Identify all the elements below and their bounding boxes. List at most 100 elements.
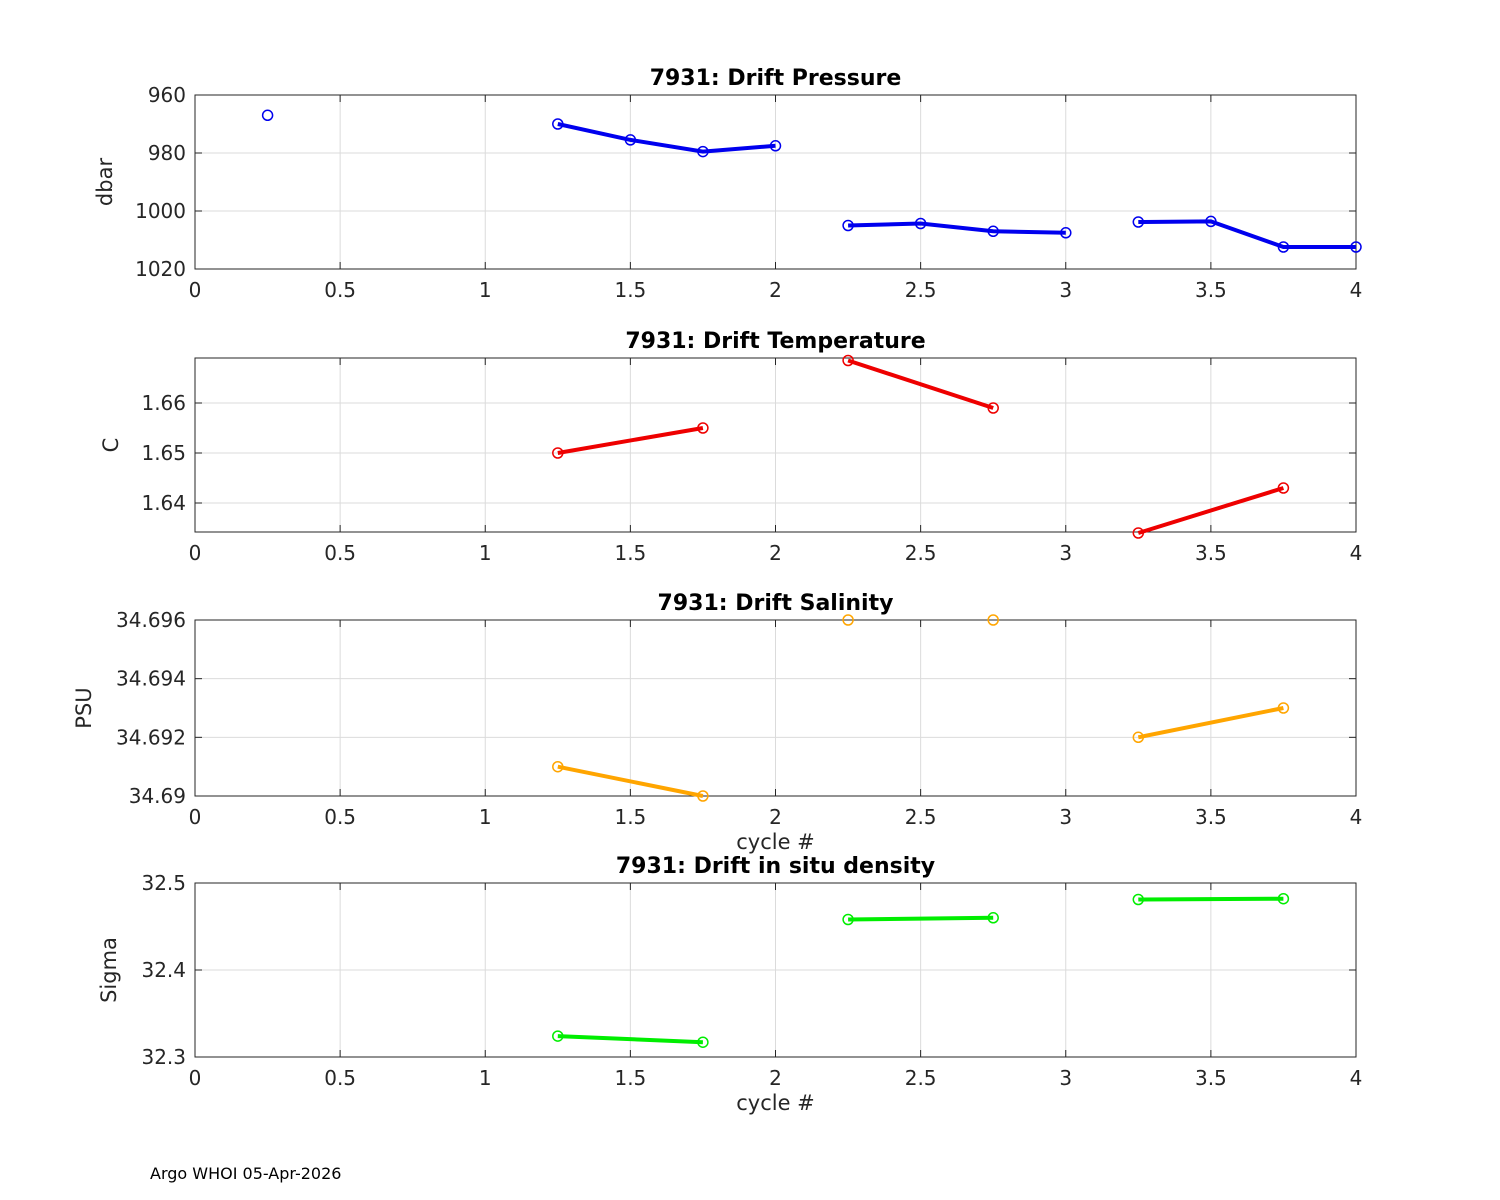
data-point-marker xyxy=(1132,216,1145,228)
pressure-xtick-label: 3.5 xyxy=(1195,278,1227,302)
density-xtick-label: 4 xyxy=(1350,1066,1363,1090)
pressure-series-line xyxy=(848,221,1066,235)
pressure-xtick-label: 2.5 xyxy=(905,278,937,302)
salinity-series-line xyxy=(1137,706,1284,740)
data-point-marker xyxy=(842,354,854,367)
data-point-marker xyxy=(769,140,782,152)
pressure-xtick-label: 4 xyxy=(1350,278,1363,302)
salinity-xtick-label: 2 xyxy=(769,805,782,829)
temperature-series-line xyxy=(1137,486,1284,535)
pressure-title: 7931: Drift Pressure xyxy=(650,66,902,91)
data-point-marker xyxy=(697,422,709,434)
salinity-xlabel: cycle # xyxy=(736,830,815,854)
salinity-ytick-label: 34.692 xyxy=(116,725,186,749)
temperature-xtick-label: 1 xyxy=(479,541,492,565)
grid xyxy=(195,620,1356,796)
data-point-marker xyxy=(552,447,564,459)
watermark-text: Argo WHOI 05-Apr-2026 xyxy=(150,1164,342,1183)
pressure-ytick-label: 1000 xyxy=(135,199,186,223)
temperature-xtick-label: 2.5 xyxy=(905,541,937,565)
pressure-xtick-label: 2 xyxy=(769,278,782,302)
density-ytick-label: 32.5 xyxy=(141,871,186,895)
data-point-marker xyxy=(261,109,274,122)
pressure-ytick-label: 1020 xyxy=(135,257,186,281)
density-xtick-label: 1.5 xyxy=(614,1066,646,1090)
data-point-marker xyxy=(987,614,999,626)
salinity-xtick-label: 3 xyxy=(1059,805,1072,829)
pressure-ytick-label: 980 xyxy=(148,141,186,165)
pressure-xtick-label: 0.5 xyxy=(324,278,356,302)
temperature-xtick-label: 3 xyxy=(1059,541,1072,565)
density-ytick-label: 32.4 xyxy=(141,958,186,982)
data-point-marker xyxy=(697,790,709,802)
density-series-line xyxy=(1138,896,1284,902)
data-point-marker xyxy=(624,134,637,146)
subplot-density: 7931: Drift in situ density32.532.432.30… xyxy=(97,854,1362,1115)
salinity-ytick-label: 34.696 xyxy=(116,608,186,632)
data-point-marker xyxy=(1277,892,1290,905)
density-xlabel: cycle # xyxy=(736,1091,815,1115)
data-point-marker xyxy=(697,1036,709,1048)
density-xtick-label: 3 xyxy=(1059,1066,1072,1090)
data-point-marker xyxy=(1132,893,1145,906)
density-xtick-label: 2 xyxy=(769,1066,782,1090)
density-series-line xyxy=(848,915,994,922)
pressure-series-line xyxy=(557,122,776,154)
data-point-marker xyxy=(697,145,709,158)
density-xtick-label: 1 xyxy=(479,1066,492,1090)
salinity-xtick-label: 4 xyxy=(1350,805,1363,829)
density-xtick-label: 3.5 xyxy=(1195,1066,1227,1090)
density-ytick-label: 32.3 xyxy=(141,1045,186,1069)
pressure-ytick-label: 960 xyxy=(148,83,186,107)
salinity-title: 7931: Drift Salinity xyxy=(658,591,894,616)
temperature-xtick-label: 0 xyxy=(189,541,202,565)
data-point-marker xyxy=(1132,731,1145,744)
data-point-marker xyxy=(1132,527,1145,539)
density-title: 7931: Drift in situ density xyxy=(616,854,935,879)
salinity-ytick-label: 34.694 xyxy=(116,667,186,691)
density-xtick-label: 0 xyxy=(189,1066,202,1090)
data-point-marker xyxy=(842,219,854,232)
data-point-marker xyxy=(1205,215,1217,228)
data-point-marker xyxy=(1277,482,1290,494)
temperature-ylabel: C xyxy=(99,438,123,453)
data-point-marker xyxy=(552,118,564,130)
temperature-xtick-label: 2 xyxy=(769,541,782,565)
pressure-series-line xyxy=(1138,219,1356,249)
axis-ticks xyxy=(194,882,1357,1058)
data-point-marker xyxy=(842,913,854,926)
grid xyxy=(195,883,1356,1057)
temperature-series-line xyxy=(557,426,704,455)
temperature-ytick-label: 1.64 xyxy=(141,491,186,515)
data-point-marker xyxy=(987,912,999,924)
temperature-ytick-label: 1.66 xyxy=(141,391,186,415)
data-point-marker xyxy=(1277,241,1290,253)
temperature-xtick-label: 3.5 xyxy=(1195,541,1227,565)
salinity-xtick-label: 3.5 xyxy=(1195,805,1227,829)
temperature-ytick-label: 1.65 xyxy=(141,441,186,465)
pressure-xtick-label: 0 xyxy=(189,278,202,302)
axis-ticks xyxy=(194,619,1357,797)
data-point-marker xyxy=(1350,241,1362,253)
temperature-title: 7931: Drift Temperature xyxy=(625,329,925,354)
data-point-marker xyxy=(914,217,927,230)
pressure-xtick-label: 1 xyxy=(479,278,492,302)
grid xyxy=(195,358,1356,532)
data-point-marker xyxy=(552,1030,564,1042)
salinity-xtick-label: 0 xyxy=(189,805,202,829)
data-point-marker xyxy=(842,614,854,626)
salinity-xtick-label: 2.5 xyxy=(905,805,937,829)
data-point-marker xyxy=(987,225,999,238)
density-xtick-label: 0.5 xyxy=(324,1066,356,1090)
temperature-xtick-label: 1.5 xyxy=(614,541,646,565)
data-point-marker xyxy=(1060,227,1072,239)
salinity-xtick-label: 1.5 xyxy=(614,805,646,829)
data-point-marker xyxy=(1277,702,1290,714)
density-ylabel: Sigma xyxy=(97,937,121,1003)
pressure-xtick-label: 1.5 xyxy=(614,278,646,302)
density-xtick-label: 2.5 xyxy=(905,1066,937,1090)
salinity-xtick-label: 1 xyxy=(479,805,492,829)
